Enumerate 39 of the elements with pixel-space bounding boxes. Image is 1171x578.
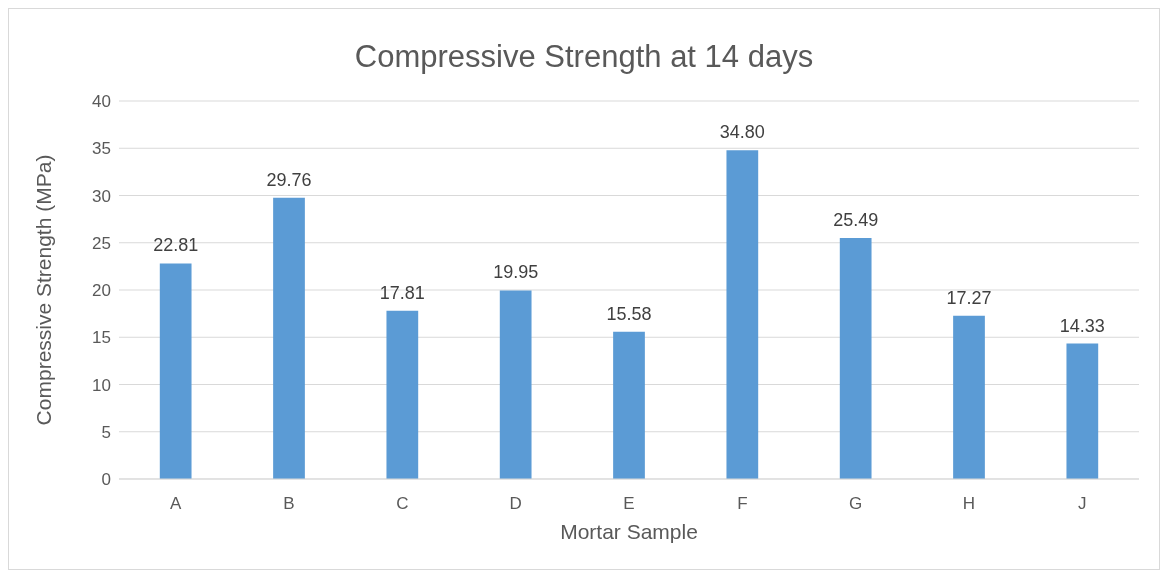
x-tick-label: E: [623, 494, 635, 514]
data-label: 34.80: [719, 122, 765, 143]
y-tick-label: 40: [92, 92, 111, 112]
chart-title: Compressive Strength at 14 days: [353, 39, 815, 76]
bar: [839, 238, 872, 479]
y-tick-label: 20: [92, 281, 111, 301]
data-label: 29.76: [266, 169, 312, 190]
data-label: 25.49: [833, 210, 879, 231]
data-label: 19.95: [493, 262, 539, 283]
bar: [953, 315, 985, 479]
x-tick-label: G: [849, 494, 863, 514]
x-tick-label: D: [509, 494, 522, 514]
bar: [613, 331, 645, 479]
y-tick-label: 25: [92, 233, 111, 253]
x-tick-label: A: [169, 494, 182, 514]
bar: [273, 197, 305, 479]
y-tick-label: 0: [101, 470, 111, 490]
x-tick-label: H: [962, 494, 976, 514]
bar: [386, 310, 419, 479]
data-label: 17.27: [946, 287, 992, 308]
y-tick-label: 30: [92, 186, 111, 206]
y-tick-label: 35: [92, 139, 111, 159]
x-tick-label: B: [283, 494, 295, 514]
y-tick-label: 5: [101, 422, 111, 442]
y-axis-title: Compressive Strength (MPa): [32, 154, 56, 426]
data-label: 14.33: [1059, 315, 1105, 336]
data-label: 22.81: [153, 235, 199, 256]
bar: [726, 150, 759, 479]
bar: [499, 290, 532, 479]
x-tick-label: F: [737, 494, 748, 514]
x-axis-title: Mortar Sample: [560, 520, 698, 543]
x-tick-label: C: [396, 494, 409, 514]
data-label: 17.81: [379, 282, 425, 303]
data-label: 15.58: [606, 303, 652, 324]
x-tick-label: J: [1078, 494, 1087, 514]
y-tick-label: 15: [92, 328, 111, 348]
bar: [159, 263, 192, 479]
bar: [1066, 343, 1099, 479]
y-tick-label: 10: [92, 375, 111, 395]
